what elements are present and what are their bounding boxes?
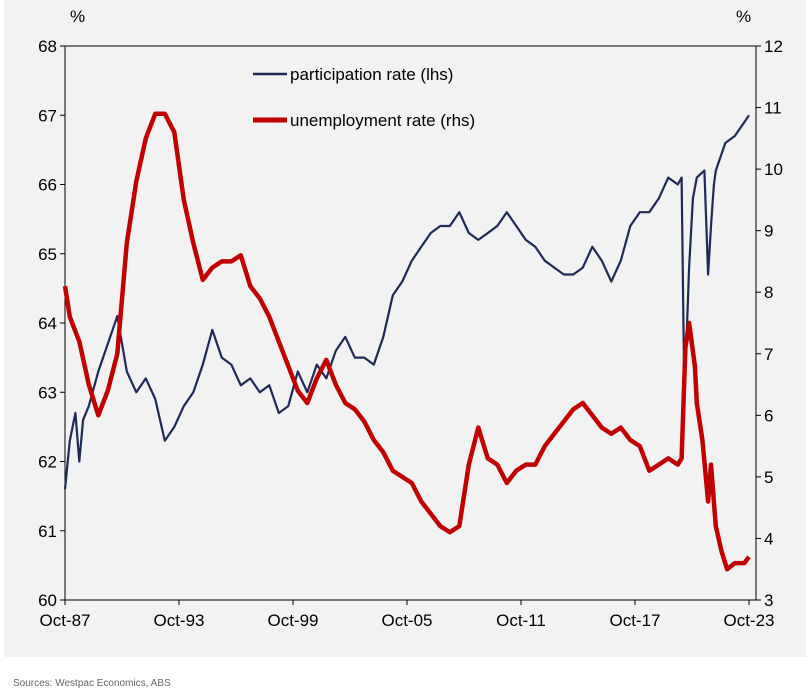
source-note: Sources: Westpac Economics, ABS [13,678,171,689]
participation-rate-line [63,114,750,490]
left-tick-label: 62 [38,453,57,472]
right-tick-label: 9 [764,222,773,241]
plot-area [64,45,757,601]
left-tick-label: 66 [38,176,57,195]
right-tick-label: 12 [764,37,783,56]
right-tick-label: 7 [764,345,773,364]
right-tick-label: 6 [764,406,773,425]
right-unit-label: % [736,7,751,26]
unemployment-rate-line [62,111,751,572]
x-tick-label: Oct-23 [723,611,774,630]
legend: participation rate (lhs) unemployment ra… [253,65,475,130]
x-tick-label: Oct-17 [609,611,660,630]
x-tick-label: Oct-87 [39,611,90,630]
right-tick-label: 4 [764,529,773,548]
right-tick-label: 11 [764,99,782,118]
x-tick-label: Oct-93 [153,611,204,630]
right-tick-label: 8 [764,283,773,302]
left-tick-label: 61 [38,522,57,541]
left-tick-label: 60 [38,591,57,610]
left-tick-label: 67 [38,106,57,125]
left-tick-label: 64 [38,314,57,333]
x-tick-label: Oct-99 [267,611,318,630]
left-tick-label: 63 [38,383,57,402]
legend-label-participation: participation rate (lhs) [290,65,453,84]
x-tick-label: Oct-05 [381,611,432,630]
legend-label-unemployment: unemployment rate (rhs) [290,111,475,130]
left-tick-label: 65 [38,245,57,264]
right-tick-label: 5 [764,468,773,487]
right-tick-label: 3 [764,591,773,610]
left-unit-label: % [70,7,85,26]
x-tick-label: Oct-11 [496,611,546,630]
right-tick-label: 10 [764,160,783,179]
left-tick-label: 68 [38,37,57,56]
